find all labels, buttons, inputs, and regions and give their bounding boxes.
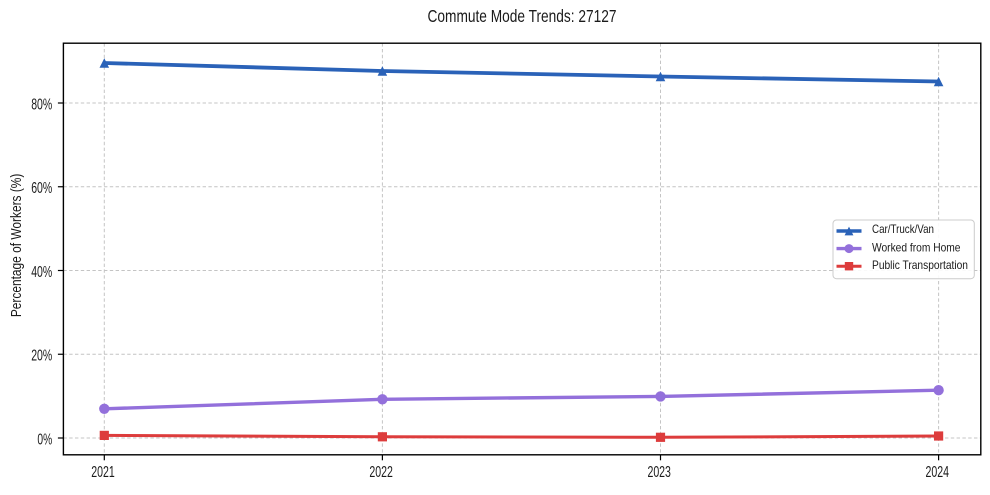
svg-text:Percentage of Workers (%): Percentage of Workers (%) (8, 174, 25, 318)
svg-text:Commute Mode Trends: 27127: Commute Mode Trends: 27127 (428, 6, 617, 26)
svg-text:Car/Truck/Van: Car/Truck/Van (872, 222, 934, 236)
svg-text:Public Transportation: Public Transportation (872, 258, 968, 272)
svg-text:40%: 40% (31, 264, 52, 281)
svg-text:0%: 0% (37, 432, 52, 449)
svg-text:2022: 2022 (369, 464, 393, 481)
svg-text:20%: 20% (31, 348, 52, 365)
svg-text:2023: 2023 (647, 464, 671, 481)
svg-text:80%: 80% (31, 96, 52, 113)
svg-text:Worked from Home: Worked from Home (872, 241, 961, 255)
svg-text:60%: 60% (31, 180, 52, 197)
svg-text:2024: 2024 (926, 464, 950, 481)
svg-text:2021: 2021 (91, 464, 115, 481)
